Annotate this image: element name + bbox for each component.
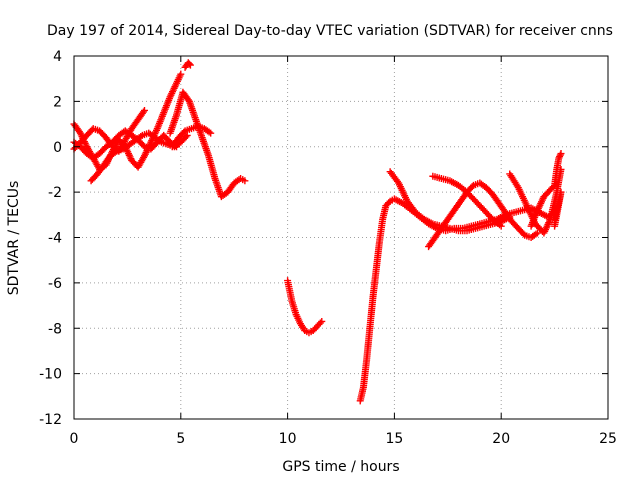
data-point xyxy=(205,128,213,136)
x-ticks: 0 5 10 15 20 25 xyxy=(70,56,617,447)
y-tick-label: -8 xyxy=(48,321,62,337)
data-point xyxy=(186,61,194,69)
x-tick-label: 25 xyxy=(599,431,617,447)
data-point xyxy=(318,317,326,325)
data-point xyxy=(532,230,540,238)
y-tick-label: -6 xyxy=(48,276,62,292)
series-arc12 xyxy=(429,172,505,230)
data-point xyxy=(111,148,119,156)
data-point xyxy=(385,199,393,207)
y-tick-label: -4 xyxy=(48,231,62,247)
data-point xyxy=(207,129,215,137)
data-point xyxy=(137,133,145,141)
data-point xyxy=(177,70,185,78)
y-tick-label: -10 xyxy=(39,367,62,383)
y-tick-label: 2 xyxy=(53,94,62,110)
series-arc10 xyxy=(386,168,514,235)
data-point xyxy=(139,108,147,116)
series-arc15 xyxy=(551,188,565,230)
data-point xyxy=(156,137,164,145)
data-point xyxy=(316,319,324,327)
x-tick-label: 20 xyxy=(492,431,510,447)
data-point xyxy=(557,150,565,158)
data-point xyxy=(140,106,148,114)
series-arc7 xyxy=(181,59,194,71)
x-tick-label: 10 xyxy=(279,431,297,447)
x-tick-label: 0 xyxy=(70,431,79,447)
series-arc5 xyxy=(166,88,249,201)
data-point xyxy=(497,222,505,230)
data-points xyxy=(70,59,565,405)
x-tick-label: 5 xyxy=(176,431,185,447)
x-axis-title: GPS time / hours xyxy=(282,459,399,475)
series-arc11 xyxy=(425,179,542,251)
y-tick-label: 0 xyxy=(53,140,62,156)
y-axis-title: SDTVAR / TECUs xyxy=(6,181,22,296)
series-arc14 xyxy=(527,150,565,230)
series-arc13 xyxy=(506,165,565,237)
series-arc8 xyxy=(284,277,326,337)
series-arc1 xyxy=(70,70,185,173)
series-arc6 xyxy=(168,122,215,151)
y-tick-label: -2 xyxy=(48,185,62,201)
chart-title: Day 197 of 2014, Sidereal Day-to-day VTE… xyxy=(47,23,613,39)
data-point xyxy=(556,151,564,159)
y-ticks: 4 2 0 -2 -4 -6 -8 -10 -12 xyxy=(39,49,608,428)
data-point xyxy=(534,229,542,237)
x-tick-label: 15 xyxy=(385,431,403,447)
data-point xyxy=(185,60,193,68)
data-point xyxy=(551,215,559,223)
data-point xyxy=(182,133,190,141)
y-tick-label: -12 xyxy=(39,412,62,428)
y-tick-label: 4 xyxy=(53,49,62,65)
data-point xyxy=(241,177,249,185)
